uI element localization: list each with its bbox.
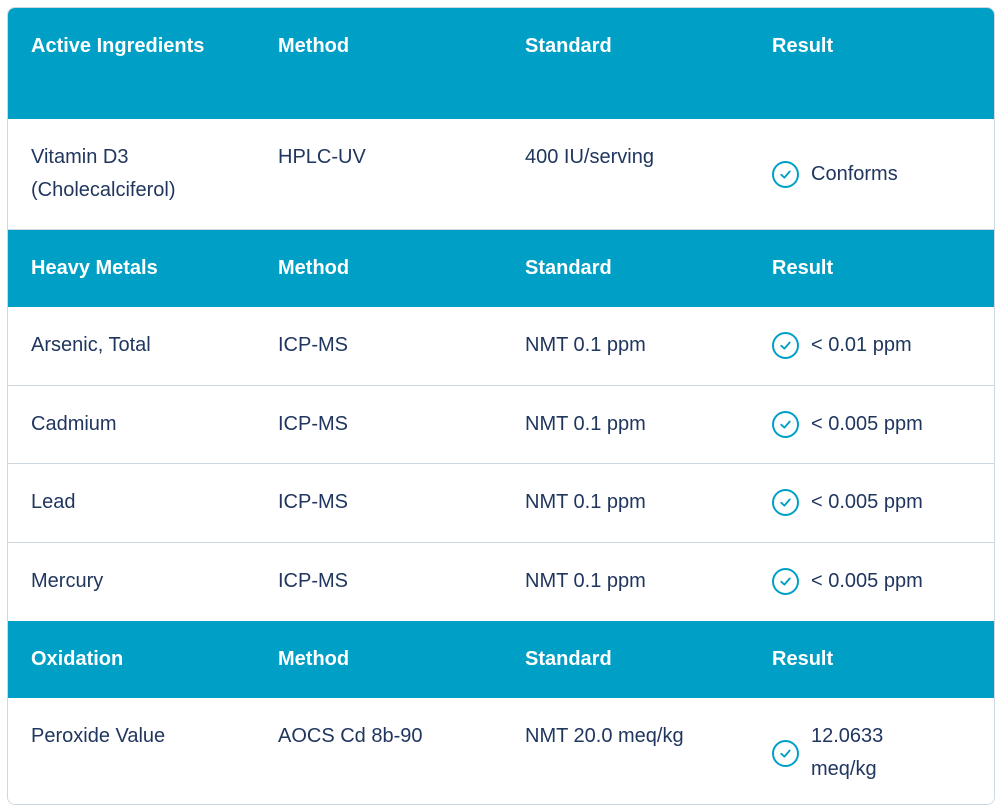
check-circle-icon	[772, 161, 799, 188]
header-result: Result	[772, 648, 834, 670]
result-value: 12.0633 meq/kg	[811, 725, 884, 780]
section-header-heavy-metals: Heavy Metals Method Standard Result	[8, 230, 994, 307]
header-standard: Standard	[525, 648, 612, 670]
header-category: Heavy Metals	[31, 257, 158, 279]
test-name: Mercury	[31, 570, 104, 592]
test-result: Conforms	[772, 158, 992, 191]
header-method: Method	[278, 35, 350, 57]
result-value: Conforms	[811, 163, 898, 185]
test-results-table: Active Ingredients Method Standard Resul…	[7, 7, 995, 805]
test-name: Lead	[31, 491, 76, 513]
header-result: Result	[772, 257, 834, 279]
test-name: Arsenic, Total	[31, 334, 151, 356]
test-method: AOCS Cd 8b-90	[278, 725, 423, 747]
header-standard: Standard	[525, 257, 612, 279]
test-method: ICP-MS	[278, 491, 348, 513]
result-value: < 0.01 ppm	[811, 334, 912, 356]
section-header-oxidation: Oxidation Method Standard Result	[8, 621, 994, 698]
table-row: Mercury ICP-MS NMT 0.1 ppm < 0.005 ppm	[8, 543, 994, 621]
test-name: Peroxide Value	[31, 725, 166, 747]
test-standard: NMT 0.1 ppm	[525, 491, 646, 513]
result-value: < 0.005 ppm	[811, 570, 923, 592]
test-name: Vitamin D3 (Cholecalciferol)	[31, 146, 176, 201]
test-standard: NMT 0.1 ppm	[525, 413, 646, 435]
test-method: HPLC-UV	[278, 146, 366, 168]
table-row: Cadmium ICP-MS NMT 0.1 ppm < 0.005 ppm	[8, 386, 994, 464]
test-method: ICP-MS	[278, 570, 348, 592]
test-method: ICP-MS	[278, 334, 348, 356]
result-value: < 0.005 ppm	[811, 413, 923, 435]
test-method: ICP-MS	[278, 413, 348, 435]
test-standard: NMT 20.0 meq/kg	[525, 725, 684, 747]
table-row: Peroxide Value AOCS Cd 8b-90 NMT 20.0 me…	[8, 698, 994, 804]
check-circle-icon	[772, 739, 799, 767]
test-standard: NMT 0.1 ppm	[525, 570, 646, 592]
check-circle-icon	[772, 332, 799, 359]
header-method: Method	[278, 257, 350, 279]
test-result: < 0.005 ppm	[772, 486, 992, 519]
test-result: < 0.005 ppm	[772, 565, 992, 598]
test-result: < 0.005 ppm	[772, 408, 992, 441]
test-result: < 0.01 ppm	[772, 329, 992, 362]
header-category: Active Ingredients	[31, 35, 205, 57]
test-name: Cadmium	[31, 413, 117, 435]
table-row: Arsenic, Total ICP-MS NMT 0.1 ppm < 0.01…	[8, 307, 994, 386]
header-standard: Standard	[525, 35, 612, 57]
check-circle-icon	[772, 568, 799, 595]
header-category: Oxidation	[31, 648, 124, 670]
section-header-active-ingredients: Active Ingredients Method Standard Resul…	[8, 8, 994, 119]
test-result: 12.0633 meq/kg	[772, 720, 922, 786]
result-value: < 0.005 ppm	[811, 491, 923, 513]
table-row: Lead ICP-MS NMT 0.1 ppm < 0.005 ppm	[8, 464, 994, 543]
check-circle-icon	[772, 411, 799, 438]
check-circle-icon	[772, 489, 799, 516]
test-standard: NMT 0.1 ppm	[525, 334, 646, 356]
header-result: Result	[772, 35, 834, 57]
test-standard: 400 IU/serving	[525, 146, 654, 168]
table-row: Vitamin D3 (Cholecalciferol) HPLC-UV 400…	[8, 119, 994, 230]
header-method: Method	[278, 648, 350, 670]
